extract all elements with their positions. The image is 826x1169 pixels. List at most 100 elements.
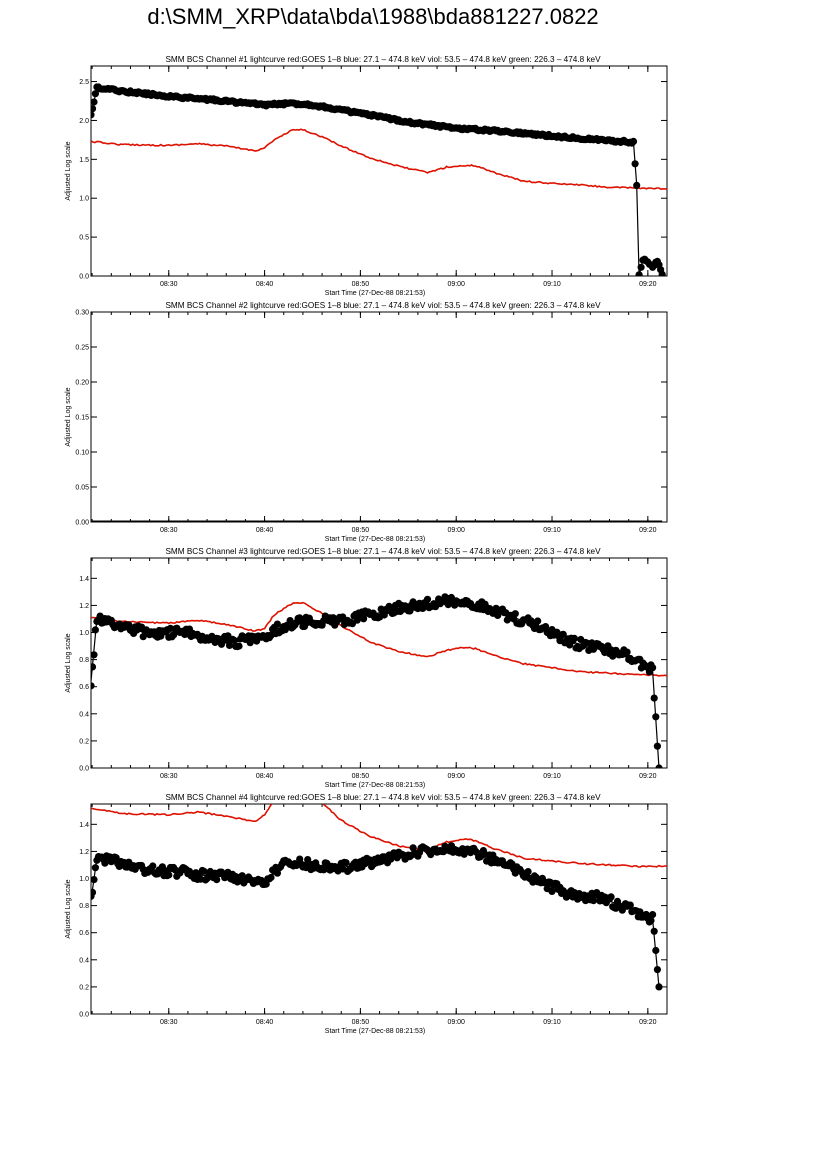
data-point xyxy=(658,270,666,276)
data-point xyxy=(635,271,643,276)
chart-panel-1: SMM BCS Channel #1 lightcurve red:GOES 1… xyxy=(65,55,668,297)
data-point xyxy=(91,682,95,690)
x-tick-label: 09:00 xyxy=(447,773,465,780)
y-axis-label: Adjusted Log scale xyxy=(65,633,72,692)
y-tick-label: 0.10 xyxy=(75,450,89,457)
data-point xyxy=(200,867,208,875)
data-point xyxy=(647,916,655,925)
plot-frame xyxy=(90,65,668,277)
data-point xyxy=(607,893,615,901)
plot-area xyxy=(91,804,667,991)
y-tick-label: 0.20 xyxy=(75,380,89,387)
data-point xyxy=(91,651,98,659)
y-tick-label: 0.15 xyxy=(75,415,89,422)
y-tick-label: 0.8 xyxy=(79,657,89,664)
data-point xyxy=(653,742,662,750)
data-point xyxy=(353,616,361,624)
data-point xyxy=(165,871,173,879)
data-point xyxy=(91,98,98,106)
y-tick-label: 0.00 xyxy=(75,520,89,527)
y-tick-label: 1.0 xyxy=(79,630,89,637)
y-tick-label: 1.4 xyxy=(79,576,89,583)
y-tick-label: 0.4 xyxy=(79,957,89,964)
y-tick-label: 0.6 xyxy=(79,930,89,937)
data-point xyxy=(360,615,368,623)
data-point xyxy=(235,642,243,650)
y-tick-label: 2.5 xyxy=(79,79,89,86)
y-axis-label: Adjusted Log scale xyxy=(65,141,72,200)
x-tick-label: 09:20 xyxy=(639,773,657,780)
y-tick-label: 0.25 xyxy=(75,345,89,352)
chart-title: SMM BCS Channel #2 lightcurve red:GOES 1… xyxy=(165,301,601,310)
y-tick-label: 0.6 xyxy=(79,684,89,691)
data-point xyxy=(91,90,99,98)
x-tick-label: 08:50 xyxy=(352,1019,370,1026)
y-tick-label: 0.0 xyxy=(79,1012,89,1019)
data-point xyxy=(524,868,532,876)
plot-frame xyxy=(90,803,668,1015)
data-point xyxy=(267,873,275,882)
x-tick-label: 08:40 xyxy=(256,527,274,534)
data-point xyxy=(91,105,97,113)
y-tick-label: 2.0 xyxy=(79,118,89,125)
x-axis-label: Start Time (27-Dec-88 08:21:53) xyxy=(325,536,425,543)
x-tick-label: 08:30 xyxy=(160,1019,178,1026)
data-point xyxy=(273,620,281,628)
data-point xyxy=(342,859,350,867)
data-point xyxy=(649,911,657,919)
data-point xyxy=(149,862,157,870)
y-tick-label: 0.5 xyxy=(79,235,89,242)
data-point xyxy=(91,888,97,896)
data-point xyxy=(653,966,662,974)
y-tick-label: 0.30 xyxy=(75,310,89,317)
data-point xyxy=(650,927,658,935)
data-point xyxy=(559,630,567,638)
chart-panel-2: SMM BCS Channel #2 lightcurve red:GOES 1… xyxy=(65,301,668,543)
data-point xyxy=(655,983,663,991)
x-tick-label: 09:00 xyxy=(447,281,465,288)
page-title: d:\SMM_XRP\data\bda\1988\bda881227.0822 xyxy=(147,4,599,29)
data-point xyxy=(623,648,631,656)
x-tick-label: 08:40 xyxy=(256,1019,274,1026)
data-point xyxy=(652,946,660,955)
x-tick-label: 09:20 xyxy=(639,281,657,288)
data-point xyxy=(230,636,238,645)
x-tick-label: 08:30 xyxy=(160,527,178,534)
data-point xyxy=(101,859,109,867)
data-point xyxy=(91,663,97,671)
x-tick-label: 08:50 xyxy=(352,773,370,780)
data-point xyxy=(626,901,634,909)
data-point xyxy=(112,854,120,862)
chart-panel-4: SMM BCS Channel #4 lightcurve red:GOES 1… xyxy=(65,793,668,1035)
x-tick-label: 09:00 xyxy=(447,527,465,534)
data-point xyxy=(217,640,226,648)
plot-area xyxy=(91,83,667,276)
data-point xyxy=(91,626,99,634)
data-point xyxy=(589,897,598,905)
x-tick-label: 09:00 xyxy=(447,1019,465,1026)
data-point xyxy=(629,137,638,145)
x-tick-label: 09:20 xyxy=(639,527,657,534)
x-tick-label: 09:20 xyxy=(639,1019,657,1026)
data-point xyxy=(548,887,556,896)
data-point xyxy=(650,694,658,702)
x-tick-label: 08:50 xyxy=(352,527,370,534)
x-tick-label: 09:10 xyxy=(543,527,561,534)
x-tick-label: 08:40 xyxy=(256,281,274,288)
data-point xyxy=(170,631,178,639)
y-tick-label: 0.8 xyxy=(79,903,89,910)
data-point xyxy=(419,604,427,613)
x-tick-label: 09:10 xyxy=(543,773,561,780)
series-line-goes-1-8 xyxy=(91,804,667,868)
series-line-goes-1-8 xyxy=(91,128,667,191)
data-point xyxy=(225,641,234,650)
y-tick-label: 1.4 xyxy=(79,822,89,829)
x-tick-label: 08:40 xyxy=(256,773,274,780)
y-tick-label: 1.5 xyxy=(79,157,89,164)
y-tick-label: 0.2 xyxy=(79,738,89,745)
data-point xyxy=(633,181,641,189)
data-point xyxy=(637,263,645,271)
data-point xyxy=(649,664,657,672)
data-point xyxy=(213,876,221,884)
